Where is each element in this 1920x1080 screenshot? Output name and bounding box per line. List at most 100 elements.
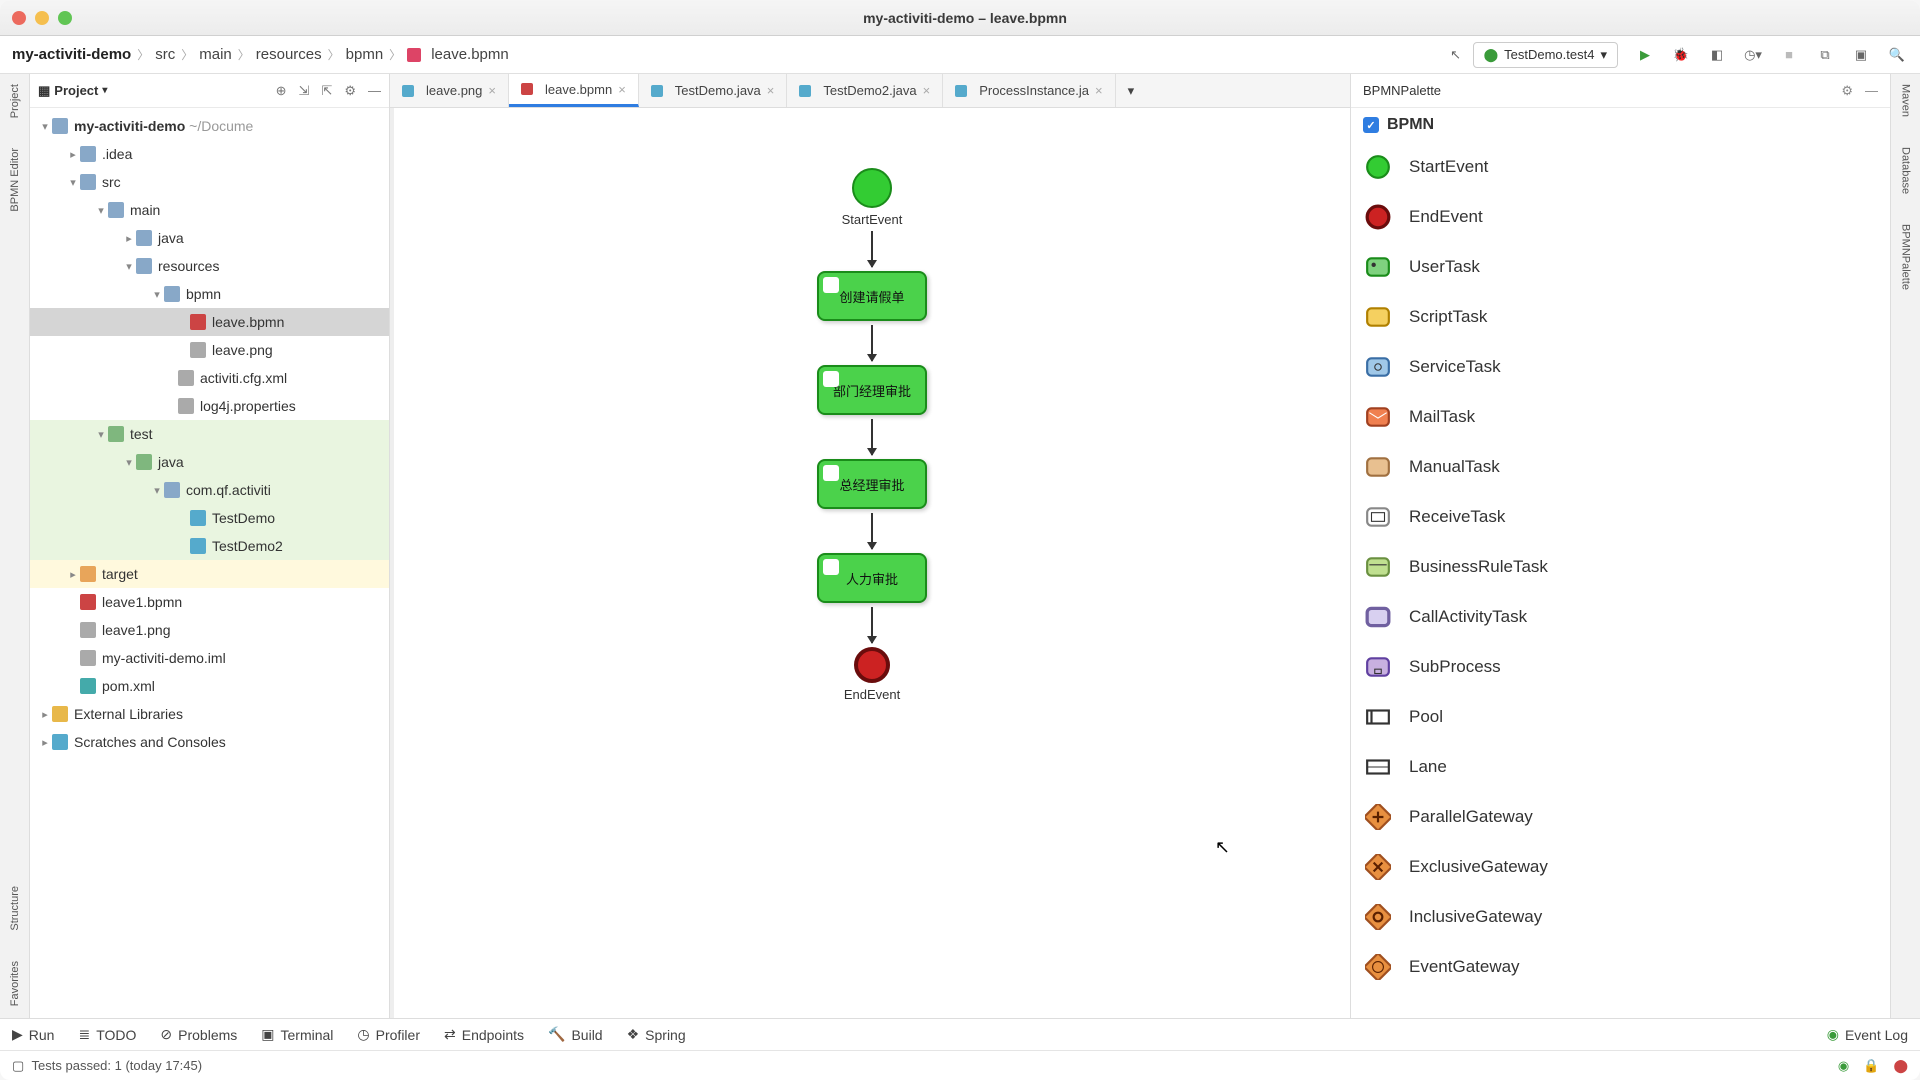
tree-node-selected[interactable]: leave.bpmn: [30, 308, 389, 336]
tree-node[interactable]: ▾com.qf.activiti: [30, 476, 389, 504]
notifications-icon[interactable]: ◉: [1838, 1058, 1849, 1074]
project-title[interactable]: ▦Project▾: [38, 83, 107, 99]
tree-node[interactable]: leave1.png: [30, 616, 389, 644]
event-log-button[interactable]: ◉ Event Log: [1827, 1026, 1908, 1043]
bottom-tab-profiler[interactable]: ◷ Profiler: [357, 1026, 420, 1043]
close-tab-icon[interactable]: ×: [488, 83, 496, 98]
tree-node[interactable]: ▾bpmn: [30, 280, 389, 308]
bottom-tab-spring[interactable]: ❖ Spring: [627, 1026, 686, 1043]
layout-icon[interactable]: ▣: [1850, 44, 1872, 66]
bottom-tab-problems[interactable]: ⊘ Problems: [160, 1026, 237, 1043]
breadcrumb-item[interactable]: leave.bpmn: [431, 46, 509, 63]
breadcrumb-item[interactable]: src: [155, 46, 175, 63]
collapse-icon[interactable]: ⇱: [321, 83, 332, 99]
user-task-node[interactable]: 总经理审批: [817, 459, 927, 509]
minimize-icon[interactable]: [35, 11, 49, 25]
tree-node[interactable]: log4j.properties: [30, 392, 389, 420]
breadcrumb-item[interactable]: main: [199, 46, 232, 63]
hide-icon[interactable]: —: [1865, 83, 1878, 99]
breadcrumb-item[interactable]: bpmn: [346, 46, 384, 63]
palette-item-scripttask[interactable]: ScriptTask: [1363, 292, 1878, 342]
tree-node[interactable]: ▾src: [30, 168, 389, 196]
palette-item-manualtask[interactable]: ManualTask: [1363, 442, 1878, 492]
run-config-select[interactable]: ⬤ TestDemo.test4 ▾: [1473, 42, 1618, 68]
checkbox-icon[interactable]: ✓: [1363, 117, 1379, 133]
palette-item-subprocess[interactable]: SubProcess: [1363, 642, 1878, 692]
rail-maven[interactable]: Maven: [1900, 84, 1912, 117]
breadcrumb-item[interactable]: resources: [256, 46, 322, 63]
hide-icon[interactable]: —: [368, 83, 381, 99]
profile-icon[interactable]: ◷▾: [1742, 44, 1764, 66]
palette-item-servicetask[interactable]: ServiceTask: [1363, 342, 1878, 392]
bpmn-canvas[interactable]: StartEvent 创建请假单 部门经理审批 总经理审批 人力审批 EndEv…: [390, 108, 1350, 1018]
coverage-icon[interactable]: ◧: [1706, 44, 1728, 66]
locate-icon[interactable]: ⊕: [276, 83, 287, 99]
tree-node[interactable]: ▸.idea: [30, 140, 389, 168]
rail-bpmn-editor[interactable]: BPMN Editor: [9, 148, 21, 212]
rail-bpmnpalette[interactable]: BPMNPalette: [1900, 224, 1912, 290]
end-event-node[interactable]: [854, 647, 890, 683]
tree-node[interactable]: ▾resources: [30, 252, 389, 280]
search-icon[interactable]: 🔍: [1886, 44, 1908, 66]
start-event-node[interactable]: [852, 168, 892, 208]
warning-icon[interactable]: ⬤: [1893, 1058, 1908, 1074]
rail-database[interactable]: Database: [1900, 147, 1912, 194]
palette-item-businessruletask[interactable]: BusinessRuleTask: [1363, 542, 1878, 592]
project-tree[interactable]: ▾my-activiti-demo ~/Docume ▸.idea ▾src ▾…: [30, 108, 389, 1018]
palette-item-endevent[interactable]: EndEvent: [1363, 192, 1878, 242]
debug-icon[interactable]: 🐞: [1670, 44, 1692, 66]
tree-node[interactable]: ▾my-activiti-demo ~/Docume: [30, 112, 389, 140]
close-tab-icon[interactable]: ×: [923, 83, 931, 98]
palette-group-head[interactable]: ✓ BPMN: [1363, 116, 1878, 134]
close-tab-icon[interactable]: ×: [618, 82, 626, 97]
palette-item-parallelgateway[interactable]: ParallelGateway: [1363, 792, 1878, 842]
tree-node[interactable]: activiti.cfg.xml: [30, 364, 389, 392]
palette-item-lane[interactable]: Lane: [1363, 742, 1878, 792]
gear-icon[interactable]: ⚙: [1841, 83, 1853, 99]
tree-node[interactable]: leave.png: [30, 336, 389, 364]
editor-tab[interactable]: ProcessInstance.ja×: [943, 74, 1115, 107]
palette-item-exclusivegateway[interactable]: ExclusiveGateway: [1363, 842, 1878, 892]
palette-item-inclusivegateway[interactable]: InclusiveGateway: [1363, 892, 1878, 942]
bottom-tab-endpoints[interactable]: ⇄ Endpoints: [444, 1026, 524, 1043]
breadcrumb-root[interactable]: my-activiti-demo: [12, 46, 131, 63]
palette-item-mailtask[interactable]: MailTask: [1363, 392, 1878, 442]
stop-icon[interactable]: ■: [1778, 44, 1800, 66]
editor-tab[interactable]: leave.png×: [390, 74, 509, 107]
expand-icon[interactable]: ⇲: [299, 83, 310, 99]
close-tab-icon[interactable]: ×: [1095, 83, 1103, 98]
user-task-node[interactable]: 人力审批: [817, 553, 927, 603]
tree-node[interactable]: ▸Scratches and Consoles: [30, 728, 389, 756]
close-tab-icon[interactable]: ×: [767, 83, 775, 98]
tree-node[interactable]: pom.xml: [30, 672, 389, 700]
tab-overflow-icon[interactable]: ▾: [1116, 74, 1147, 107]
tree-node[interactable]: ▾java: [30, 448, 389, 476]
gear-icon[interactable]: ⚙: [344, 83, 356, 99]
palette-item-usertask[interactable]: UserTask: [1363, 242, 1878, 292]
zoom-icon[interactable]: [58, 11, 72, 25]
bottom-tab-terminal[interactable]: ▣ Terminal: [261, 1026, 333, 1043]
rail-favorites[interactable]: Favorites: [9, 961, 21, 1006]
tree-node[interactable]: ▸External Libraries: [30, 700, 389, 728]
tree-node[interactable]: my-activiti-demo.iml: [30, 644, 389, 672]
tree-node[interactable]: ▸java: [30, 224, 389, 252]
lock-icon[interactable]: 🔒: [1863, 1058, 1879, 1074]
tree-node[interactable]: ▾test: [30, 420, 389, 448]
user-task-node[interactable]: 部门经理审批: [817, 365, 927, 415]
editor-tab[interactable]: leave.bpmn×: [509, 74, 639, 107]
palette-item-startevent[interactable]: StartEvent: [1363, 142, 1878, 192]
bottom-tab-run[interactable]: ▶ Run: [12, 1026, 54, 1043]
close-icon[interactable]: [12, 11, 26, 25]
tree-node[interactable]: leave1.bpmn: [30, 588, 389, 616]
tree-node[interactable]: TestDemo2: [30, 532, 389, 560]
back-icon[interactable]: ↖: [1445, 44, 1467, 66]
run-icon[interactable]: ▶: [1634, 44, 1656, 66]
palette-item-receivetask[interactable]: ReceiveTask: [1363, 492, 1878, 542]
tree-node[interactable]: ▾main: [30, 196, 389, 224]
git-icon[interactable]: ⧉: [1814, 44, 1836, 66]
tree-node[interactable]: TestDemo: [30, 504, 389, 532]
rail-project[interactable]: Project: [9, 84, 21, 118]
bottom-tab-todo[interactable]: ≣ TODO: [78, 1026, 136, 1043]
user-task-node[interactable]: 创建请假单: [817, 271, 927, 321]
rail-structure[interactable]: Structure: [9, 886, 21, 931]
